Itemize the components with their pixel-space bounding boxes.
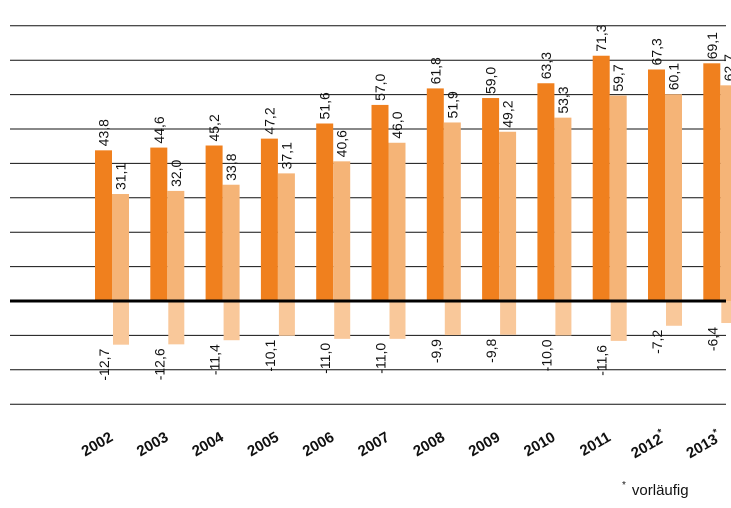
- bar-series-3: [168, 301, 185, 345]
- value-label-series-3: -10,0: [538, 339, 554, 371]
- value-label-series-2: 33,8: [223, 153, 239, 180]
- value-label-series-3: -11,6: [594, 345, 610, 376]
- value-label-series-3: -9,8: [483, 338, 499, 362]
- value-label-series-1: 45,2: [206, 114, 222, 141]
- year-label: 2010: [521, 429, 558, 460]
- bar-series-1: [482, 98, 500, 301]
- value-label-series-3: -11,4: [207, 344, 223, 375]
- value-label-series-1: 63,3: [538, 52, 554, 79]
- bar-series-1: [316, 123, 334, 301]
- bar-series-1: [426, 88, 444, 302]
- bar-series-2: [720, 85, 731, 301]
- value-label-series-2: 62,7: [721, 54, 731, 81]
- bar-series-3: [113, 301, 129, 345]
- value-label-series-2: 59,7: [610, 64, 626, 91]
- value-label-series-3: -12,7: [96, 348, 112, 380]
- value-label-series-3: -6,4: [704, 327, 720, 351]
- bar-series-1: [260, 138, 278, 301]
- year-label: 2003: [134, 429, 171, 460]
- footnote-text: vorläufig: [632, 482, 689, 499]
- bar-series-2: [167, 190, 185, 301]
- bar-series-3: [389, 301, 406, 339]
- value-label-series-2: 40,6: [334, 130, 350, 157]
- value-label-series-2: 51,9: [444, 91, 460, 118]
- bar-series-1: [371, 104, 389, 301]
- bar-series-3: [223, 301, 240, 341]
- year-label: 2011: [577, 429, 614, 460]
- bar-series-2: [222, 184, 240, 301]
- value-label-series-2: 37,1: [278, 142, 294, 169]
- bar-series-3: [721, 301, 731, 324]
- value-label-series-1: 61,8: [427, 57, 443, 84]
- bar-series-2: [665, 94, 682, 301]
- year-label: 2005: [244, 429, 281, 460]
- bar-series-3: [610, 301, 627, 341]
- value-label-series-1: 71,3: [593, 24, 609, 51]
- year-label: 2009: [466, 429, 503, 460]
- bar-series-2: [112, 194, 129, 301]
- bar-series-2: [443, 122, 461, 302]
- year-label: 2004: [189, 428, 227, 460]
- bars: [95, 55, 731, 345]
- bar-series-1: [95, 150, 112, 301]
- value-label-series-2: 53,3: [555, 86, 571, 113]
- value-label-series-2: 49,2: [500, 100, 516, 127]
- value-label-series-2: 60,1: [666, 63, 682, 90]
- value-label-series-3: -9,9: [428, 339, 444, 363]
- value-label-series-1: 57,0: [372, 73, 388, 100]
- bar-series-3: [555, 301, 572, 336]
- value-label-series-2: 32,0: [168, 159, 184, 186]
- value-label-series-1: 44,6: [151, 116, 167, 143]
- value-label-series-3: -11,0: [373, 343, 389, 374]
- bar-series-1: [592, 55, 610, 302]
- bar-series-3: [666, 301, 682, 326]
- year-label: 2006: [300, 429, 337, 460]
- value-label-series-1: 51,6: [317, 92, 333, 119]
- bar-series-1: [537, 83, 555, 301]
- value-label-series-1: 59,0: [483, 67, 499, 94]
- value-label-series-2: 31,1: [113, 163, 129, 190]
- year-label: 2012*: [627, 427, 669, 462]
- year-label: 2007: [355, 429, 392, 460]
- year-label: 2002: [79, 429, 116, 460]
- bar-series-2: [333, 161, 351, 301]
- value-label-series-1: 69,1: [704, 32, 720, 59]
- bar-series-3: [444, 301, 461, 336]
- value-label-series-3: -11,0: [317, 343, 333, 374]
- footnote-mark: *: [622, 480, 626, 491]
- value-label-series-3: -10,1: [262, 340, 278, 372]
- bar-series-3: [500, 301, 517, 335]
- year-label: 2013*: [683, 427, 725, 462]
- bar-series-1: [150, 147, 168, 301]
- bar-series-3: [334, 301, 351, 339]
- svg-text:* vorläufig: * vorläufig: [622, 475, 689, 499]
- value-label-series-1: 43,8: [96, 119, 112, 146]
- bar-series-1: [648, 69, 665, 301]
- bar-series-2: [499, 131, 517, 301]
- value-label-series-1: 67,3: [649, 38, 665, 65]
- bar-series-1: [703, 63, 721, 301]
- bar-series-2: [609, 95, 627, 301]
- bar-series-3: [278, 301, 295, 336]
- footnote: * vorläufig: [622, 475, 689, 499]
- value-label-series-3: -12,6: [151, 348, 167, 380]
- year-labels: 2002 2003 2004 2005 2006 2007 2008 2009 2010 2011…: [79, 427, 725, 462]
- value-labels: 43,8 31,1 -12,7 44,632,0 -12,6 45,233,8 -11,4 4…: [96, 24, 731, 380]
- bar-series-1: [205, 145, 223, 301]
- value-label-series-3: -7,2: [649, 330, 665, 354]
- bar-series-2: [277, 173, 295, 301]
- bar-series-2: [554, 117, 572, 301]
- bar-series-2: [388, 142, 406, 301]
- value-label-series-1: 47,2: [261, 107, 277, 134]
- year-label: 2008: [410, 429, 447, 460]
- value-label-series-2: 46,0: [389, 111, 405, 138]
